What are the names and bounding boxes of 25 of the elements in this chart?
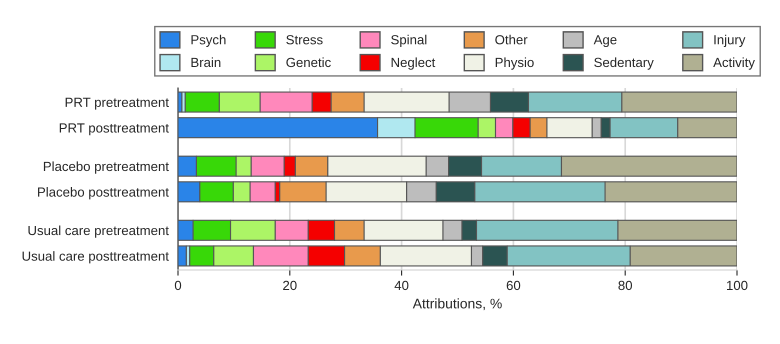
legend-label: Brain	[191, 57, 220, 68]
x-tick-label: 0	[174, 280, 182, 290]
legend-label: Other	[495, 34, 528, 44]
y-tick-label: Placebo posttreatment	[38, 187, 169, 200]
legend-label: Physio	[496, 57, 534, 70]
x-axis-title: Attributions, %	[412, 298, 502, 310]
x-tick-label: 20	[283, 280, 297, 290]
legend-label: Genetic	[286, 57, 331, 68]
legend-label: Injury	[714, 34, 746, 48]
legend-label: Spinal	[391, 34, 426, 48]
legend-label: Age	[594, 35, 617, 48]
x-tick-label: 60	[506, 280, 520, 290]
x-tick-label: 80	[618, 280, 632, 290]
y-tick-label: Usual care posttreatment	[22, 251, 169, 264]
legend-label: Stress	[286, 35, 323, 44]
legend-label: Sedentary	[594, 57, 654, 70]
y-tick-label: PRT posttreatment	[60, 123, 169, 136]
x-tick-label: 40	[394, 280, 408, 290]
legend-label: Activity	[713, 57, 755, 70]
x-tick-label: 100	[727, 280, 748, 290]
legend-label: Psych	[191, 34, 226, 48]
y-tick-label: Placebo pretreatment	[44, 161, 169, 174]
y-tick-label: PRT pretreatment	[66, 98, 169, 110]
y-tick-label: Usual care pretreatment	[28, 225, 169, 238]
legend-label: Neglect	[392, 57, 436, 70]
